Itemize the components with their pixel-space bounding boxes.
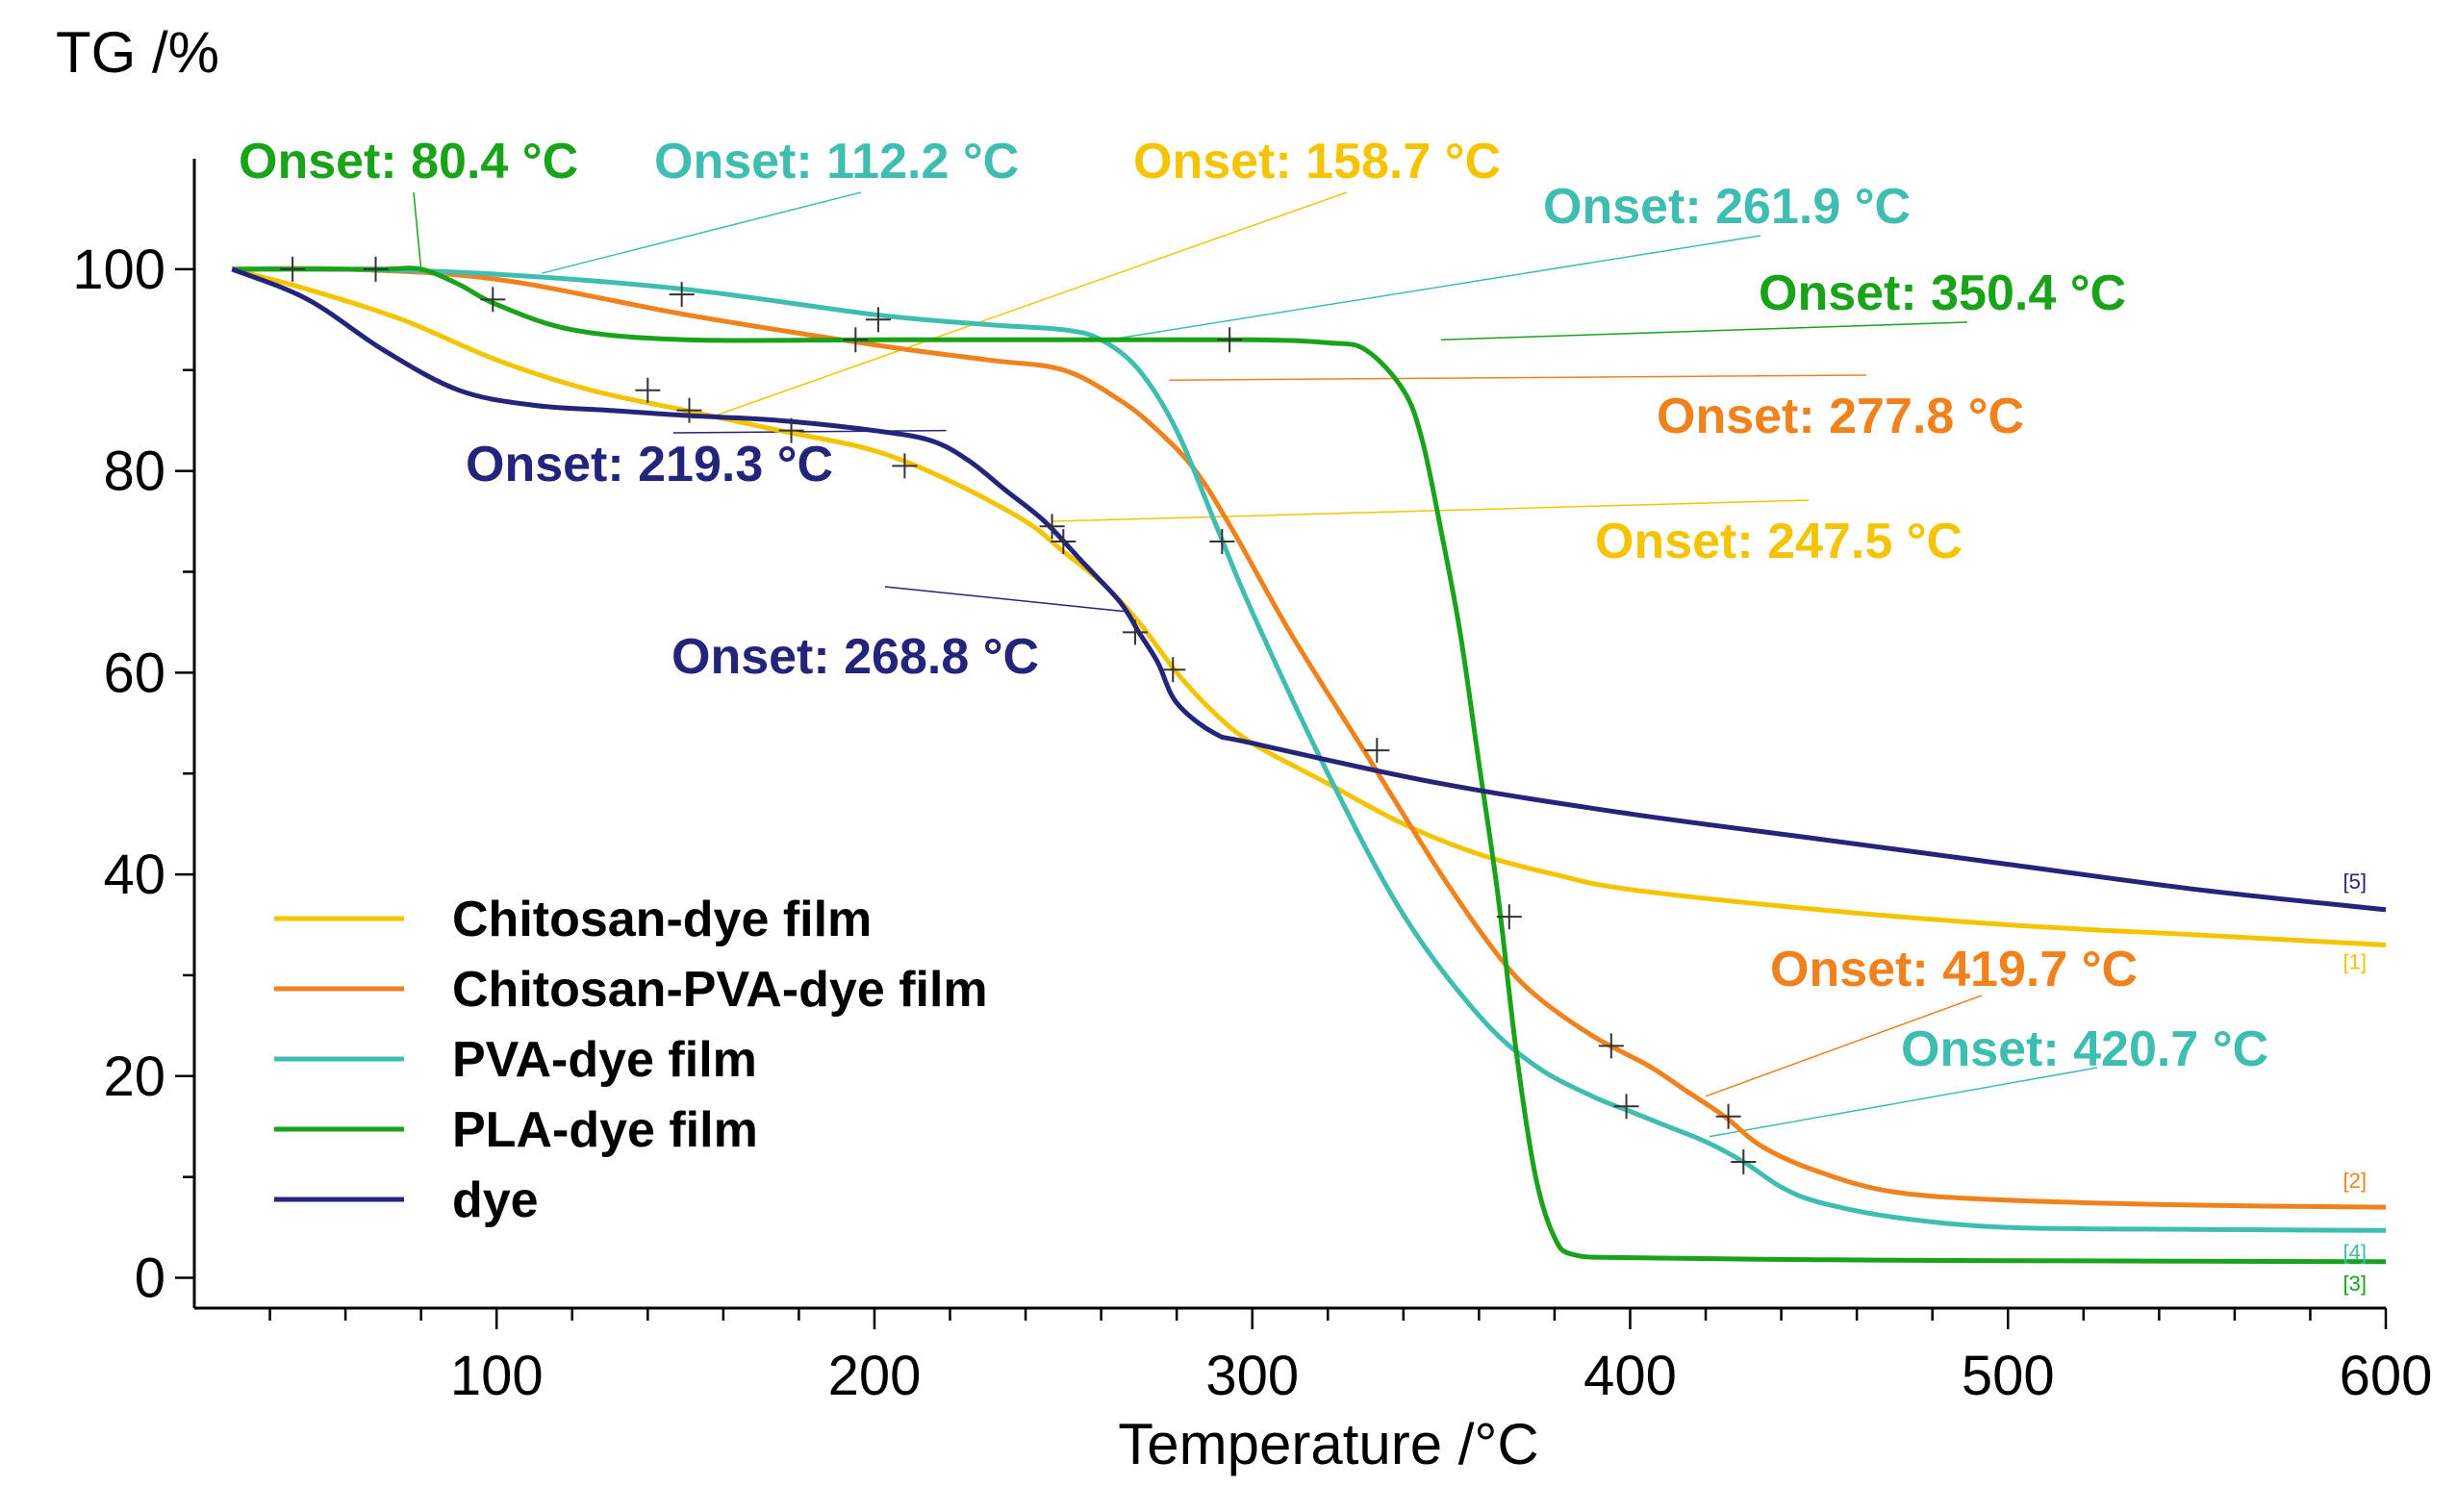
cross-marker (865, 307, 891, 333)
onset-label: Onset: 247.5 °C (1595, 514, 1963, 569)
x-tick-label: 600 (2340, 1345, 2433, 1407)
cross-marker (892, 453, 918, 479)
cross-marker (1715, 1103, 1741, 1129)
onset-leader (884, 586, 1132, 614)
series-lines (231, 265, 2387, 1265)
x-axis-title: Temperature /°C (1118, 1412, 1539, 1476)
onset-label: Onset: 419.7 °C (1770, 942, 2138, 997)
cross-marker (1731, 1148, 1757, 1174)
end-tag-2: [2] (2343, 1169, 2367, 1193)
onset-guide-lines (413, 191, 2098, 1138)
end-tag-3: [4] (2343, 1240, 2367, 1264)
cross-marker (1209, 529, 1235, 555)
x-tick-label: 400 (1583, 1345, 1677, 1407)
series-line-5 (231, 266, 2387, 913)
cross-markers (280, 256, 1757, 1174)
cross-marker (1051, 529, 1077, 555)
onset-label: Onset: 277.8 °C (1657, 389, 2024, 444)
onset-leader (1705, 995, 1983, 1097)
onset-label: Onset: 261.9 °C (1543, 179, 1911, 235)
legend-label-1: Chitosan-dye film (452, 892, 872, 947)
end-tag-1: [1] (2343, 949, 2367, 973)
cross-marker (843, 327, 869, 353)
y-tick-label: 40 (103, 844, 165, 906)
x-tick-label: 100 (450, 1345, 544, 1407)
onset-label: Onset: 350.4 °C (1759, 265, 2126, 321)
y-tick-label: 60 (103, 642, 165, 704)
cross-marker (280, 256, 306, 282)
onset-label: Onset: 268.8 °C (671, 629, 1039, 685)
cross-marker (1039, 514, 1065, 540)
cross-marker (1364, 738, 1390, 764)
end-tag-5: [5] (2343, 869, 2367, 894)
cross-marker (778, 417, 804, 443)
onset-leader (1051, 499, 1810, 522)
series-line-4 (232, 265, 2387, 1265)
cross-marker (480, 287, 506, 313)
cross-marker (1217, 327, 1243, 353)
onset-leader (715, 191, 1348, 416)
y-tick-label: 0 (135, 1247, 165, 1310)
onset-leader (1108, 235, 1761, 341)
legend-label-3: PVA-dye film (452, 1032, 757, 1088)
x-tick-label: 500 (1962, 1345, 2055, 1407)
onset-label: Onset: 112.2 °C (654, 134, 1019, 189)
y-tick-label: 20 (103, 1046, 165, 1108)
onset-leader (1709, 1067, 2098, 1138)
x-tick-label: 200 (828, 1345, 922, 1407)
y-tick-label: 100 (72, 239, 165, 301)
legend-label-4: PLA-dye film (452, 1102, 758, 1158)
cross-marker (635, 377, 661, 403)
cross-marker (669, 282, 695, 308)
onset-leader (542, 191, 862, 274)
cross-marker (1122, 619, 1148, 645)
series-line-1 (231, 266, 2387, 947)
end-tag-4: [3] (2343, 1272, 2367, 1296)
onset-leader (413, 191, 422, 269)
onset-leader (1169, 374, 1867, 381)
onset-label: Onset: 219.3 °C (466, 437, 833, 492)
cross-marker (363, 256, 389, 282)
cross-marker (1496, 904, 1522, 930)
onset-labels: Onset: 80.4 °C Onset: 112.2 °C Onset: 158.… (239, 134, 2268, 1077)
series-line-3 (232, 266, 2387, 1233)
x-tick-label: 300 (1205, 1345, 1299, 1407)
cross-marker (1598, 1033, 1624, 1059)
cross-marker (1613, 1094, 1639, 1120)
y-axis-title: TG /% (56, 20, 219, 85)
onset-label: Onset: 420.7 °C (1901, 1021, 2268, 1077)
cross-marker (1160, 657, 1186, 683)
legend-label-5: dye (452, 1172, 539, 1228)
y-tick-label: 80 (103, 441, 165, 503)
onset-label: Onset: 158.7 °C (1133, 134, 1501, 189)
onset-leader (1441, 321, 1968, 341)
series-end-tags: [1] [2] [4] [3] [5] (2343, 869, 2367, 1296)
legend-label-2: Chitosan-PVA-dye film (452, 962, 988, 1018)
cross-marker (676, 397, 702, 423)
onset-label: Onset: 80.4 °C (239, 134, 578, 189)
series-line-2 (232, 265, 2387, 1210)
onset-leader (672, 429, 947, 434)
axes: 100 200 300 400 500 600 0 20 40 60 80 100 (72, 159, 2432, 1407)
legend: Chitosan-dye film Chitosan-PVA-dye film PV… (274, 892, 988, 1228)
